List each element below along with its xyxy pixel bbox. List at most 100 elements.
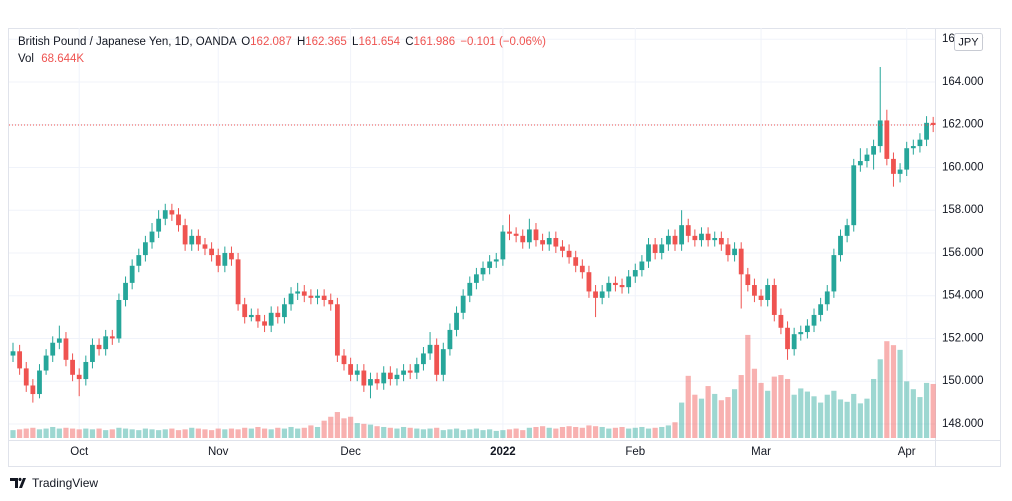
candle-body — [143, 242, 148, 256]
candle-body — [838, 235, 843, 256]
candle-body — [76, 374, 82, 380]
y-tick-label: 148.000 — [942, 418, 984, 430]
candle-body — [136, 255, 142, 266]
y-tick-label: 162.000 — [942, 119, 984, 131]
volume-bar — [381, 426, 387, 438]
volume-bar — [50, 426, 56, 438]
candle-body — [864, 154, 870, 162]
candle-body — [454, 312, 459, 330]
volume-bar — [844, 401, 850, 438]
volume-bar — [685, 375, 691, 438]
candle-body — [811, 314, 817, 326]
candle-body — [791, 334, 797, 350]
volume-bar — [209, 430, 215, 438]
candle-body — [745, 274, 751, 286]
candle-body — [10, 351, 16, 356]
volume-bar — [36, 429, 43, 438]
candle-body — [341, 355, 347, 365]
candle-body — [17, 351, 23, 369]
candle-body — [884, 120, 890, 159]
candle-body — [149, 231, 155, 243]
volume-bar — [824, 394, 830, 438]
candle-body — [242, 304, 248, 318]
volume-bar — [361, 423, 367, 438]
volume-bar — [857, 403, 863, 438]
candle-body — [315, 295, 320, 298]
volume-bar — [255, 426, 261, 438]
candle-body — [771, 285, 777, 315]
candle-body — [321, 295, 327, 300]
volume-bar — [553, 428, 559, 438]
volume-bar — [579, 427, 585, 438]
candle-body — [109, 336, 115, 339]
candle-body — [910, 146, 916, 149]
candle-body — [659, 244, 665, 253]
volume-bar — [116, 427, 122, 438]
candle-body — [758, 295, 764, 300]
candle-body — [222, 252, 228, 266]
legend: British Pound / Japanese Yen, 1D, OANDA … — [18, 36, 546, 48]
candle-layer — [9, 66, 936, 403]
volume-bar — [884, 341, 890, 438]
candle-body — [785, 327, 790, 350]
volume-bar — [301, 427, 307, 438]
candle-body — [507, 231, 512, 234]
volume-bar — [520, 430, 526, 438]
volume-bar — [592, 426, 599, 438]
candle-body — [891, 158, 896, 174]
candle-body — [334, 304, 340, 356]
candle-body — [56, 338, 62, 343]
candle-body — [712, 237, 718, 241]
volume-bar — [632, 427, 638, 438]
volume-bar — [526, 427, 532, 438]
x-tick-label: Dec — [340, 446, 361, 458]
volume-bar — [427, 428, 433, 438]
candle-body — [725, 244, 731, 256]
volume-bar — [798, 388, 804, 438]
volume-bar — [261, 428, 268, 438]
volume-bar — [612, 427, 619, 438]
x-tick-label: Oct — [70, 446, 89, 458]
volume-label: Vol — [18, 53, 34, 65]
volume-bar — [804, 391, 810, 438]
candle-body — [930, 122, 936, 125]
candle-body — [460, 295, 466, 313]
candle-body — [381, 372, 387, 384]
candle-body — [387, 372, 393, 380]
volume-bar — [460, 430, 466, 438]
candle-body — [235, 259, 241, 305]
candle-body — [778, 314, 784, 328]
volume-bar — [156, 430, 162, 438]
candle-body — [672, 235, 678, 245]
volume-bar — [731, 389, 738, 438]
volume-bar — [387, 427, 393, 438]
volume-bar — [599, 426, 605, 438]
legend-label: C — [405, 36, 413, 48]
candle-body — [182, 225, 188, 245]
volume-layer — [10, 334, 936, 438]
volume-bar — [447, 429, 453, 438]
candle-body — [831, 255, 837, 292]
candle-body — [248, 314, 254, 318]
candle-body — [705, 233, 711, 241]
volume-bar — [189, 427, 195, 438]
candle-body — [904, 148, 910, 170]
legend-label: H — [297, 36, 305, 48]
currency-badge[interactable] — [954, 33, 983, 51]
volume-bar — [751, 368, 758, 438]
volume-bar — [169, 428, 175, 438]
volume-bar — [480, 430, 486, 438]
volume-bar — [930, 383, 936, 438]
volume-bar — [811, 396, 817, 438]
currency[interactable]: JPY — [958, 36, 979, 48]
candle-body — [593, 291, 598, 298]
candle-body — [646, 244, 651, 262]
legend-change: −0.101 (−0.06%) — [460, 36, 546, 48]
candle-body — [43, 355, 49, 371]
candle-body — [162, 210, 168, 219]
candle-body — [288, 293, 294, 305]
volume-bar — [923, 382, 930, 438]
candle-body — [354, 370, 360, 375]
volume-bar — [162, 429, 168, 438]
